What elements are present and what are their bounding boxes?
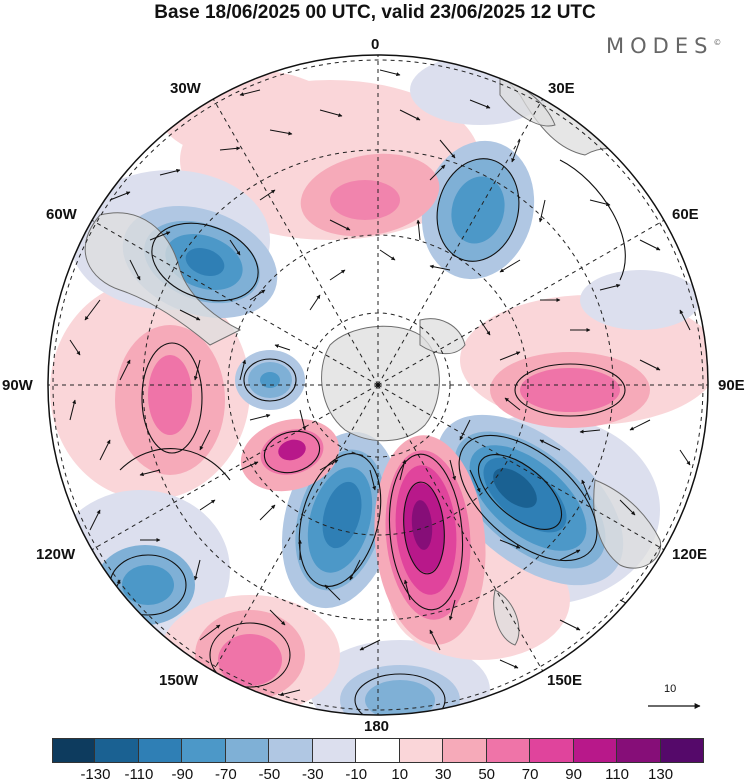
colorbar-swatch (486, 738, 531, 763)
colorbar-tick-label: 110 (605, 766, 630, 783)
colorbar-swatch (399, 738, 444, 763)
map-title: Base 18/06/2025 00 UTC, valid 23/06/2025… (154, 2, 596, 23)
lon-label-150w: 150W (159, 672, 199, 689)
colorbar-swatch (95, 738, 139, 763)
low-anomaly-bottom (340, 665, 460, 715)
high-anomaly-east (490, 352, 650, 428)
colorbar-tick-label: -10 (345, 766, 368, 783)
map-boundary (47, 54, 709, 716)
colorbar-tick-label: -70 (215, 766, 237, 783)
low-anomaly-se (436, 414, 624, 586)
colorbar-tick-labels: -130 -110 -90 -70 -50 -30 -10 10 30 50 70 90 110 130 (52, 766, 704, 783)
colorbar-tick-label: -130 (80, 766, 111, 783)
colorbar-tick-label: 130 (648, 766, 674, 783)
lon-label-60e: 60E (672, 206, 699, 223)
colorbar-tick-label: -50 (258, 766, 281, 783)
reference-vector-label: 10 (664, 683, 677, 695)
north-pole-dot (376, 383, 380, 387)
colorbar-swatch (138, 738, 183, 763)
high-anomaly-strong-south (374, 435, 486, 645)
colorbar-tick-label: 50 (478, 766, 495, 783)
modes-logo: MODES© (606, 34, 722, 58)
colorbar-swatch (443, 738, 487, 763)
high-anomaly-west (115, 325, 225, 475)
colorbar-swatch (356, 738, 400, 763)
colorbar-tick-label: -30 (301, 766, 324, 783)
colorbar-swatch (269, 738, 313, 763)
lon-label-60w: 60W (46, 206, 77, 223)
lon-label-180: 180 (364, 718, 390, 735)
lon-label-150e: 150E (547, 672, 583, 689)
lon-label-30e: 30E (548, 80, 575, 97)
colorbar-tick-label: 90 (565, 766, 582, 783)
high-anomaly-north (300, 153, 440, 237)
colorbar (52, 738, 705, 763)
wind-vectors (69, 69, 691, 715)
colorbar-swatch (573, 738, 618, 763)
colorbar-swatch (660, 738, 705, 763)
colorbar-swatch (225, 738, 270, 763)
low-anomaly-ne (421, 140, 535, 280)
contour-lines (109, 158, 626, 715)
lon-label-120w: 120W (36, 546, 76, 563)
low-anomaly-sw (95, 545, 195, 625)
lon-label-30w: 30W (170, 80, 201, 97)
colorbar-tick-label: -90 (171, 766, 194, 783)
lon-label-90w: 90W (2, 377, 33, 394)
lon-label-90e: 90E (718, 377, 745, 394)
colorbar-swatch (52, 738, 96, 763)
colorbar-swatch (617, 738, 661, 763)
colorbar-tick-label: 30 (434, 766, 452, 783)
lon-label-0: 0 (371, 36, 380, 53)
colorbar-tick-label: 70 (521, 766, 539, 783)
colorbar-tick-label: -110 (124, 766, 154, 783)
colorbar-swatch (182, 738, 226, 763)
colorbar-swatch (530, 738, 574, 763)
colorbar-swatch (312, 738, 357, 763)
colorbar-tick-label: 10 (391, 766, 409, 783)
lon-label-120e: 120E (672, 546, 708, 563)
